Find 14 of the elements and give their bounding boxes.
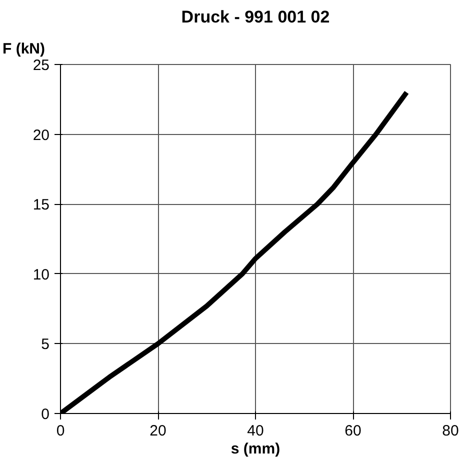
x-tick-label: 80: [442, 422, 459, 440]
x-axis-title: s (mm): [230, 440, 280, 458]
y-tick-label: 15: [32, 196, 50, 214]
y-tick-label: 25: [32, 57, 50, 74]
y-tick-label: 10: [32, 266, 50, 284]
chart-title: Druck - 991 001 02: [181, 8, 330, 26]
y-tick-label: 20: [32, 126, 50, 144]
x-tick-label: 60: [344, 422, 362, 440]
x-tick-label: 20: [150, 422, 166, 440]
y-axis-title: F (kN): [2, 40, 45, 58]
y-tick-label: 0: [41, 406, 50, 423]
x-tick-label: 40: [247, 422, 264, 440]
x-tick-label: 0: [56, 422, 65, 440]
y-tick-label: 5: [41, 336, 50, 354]
